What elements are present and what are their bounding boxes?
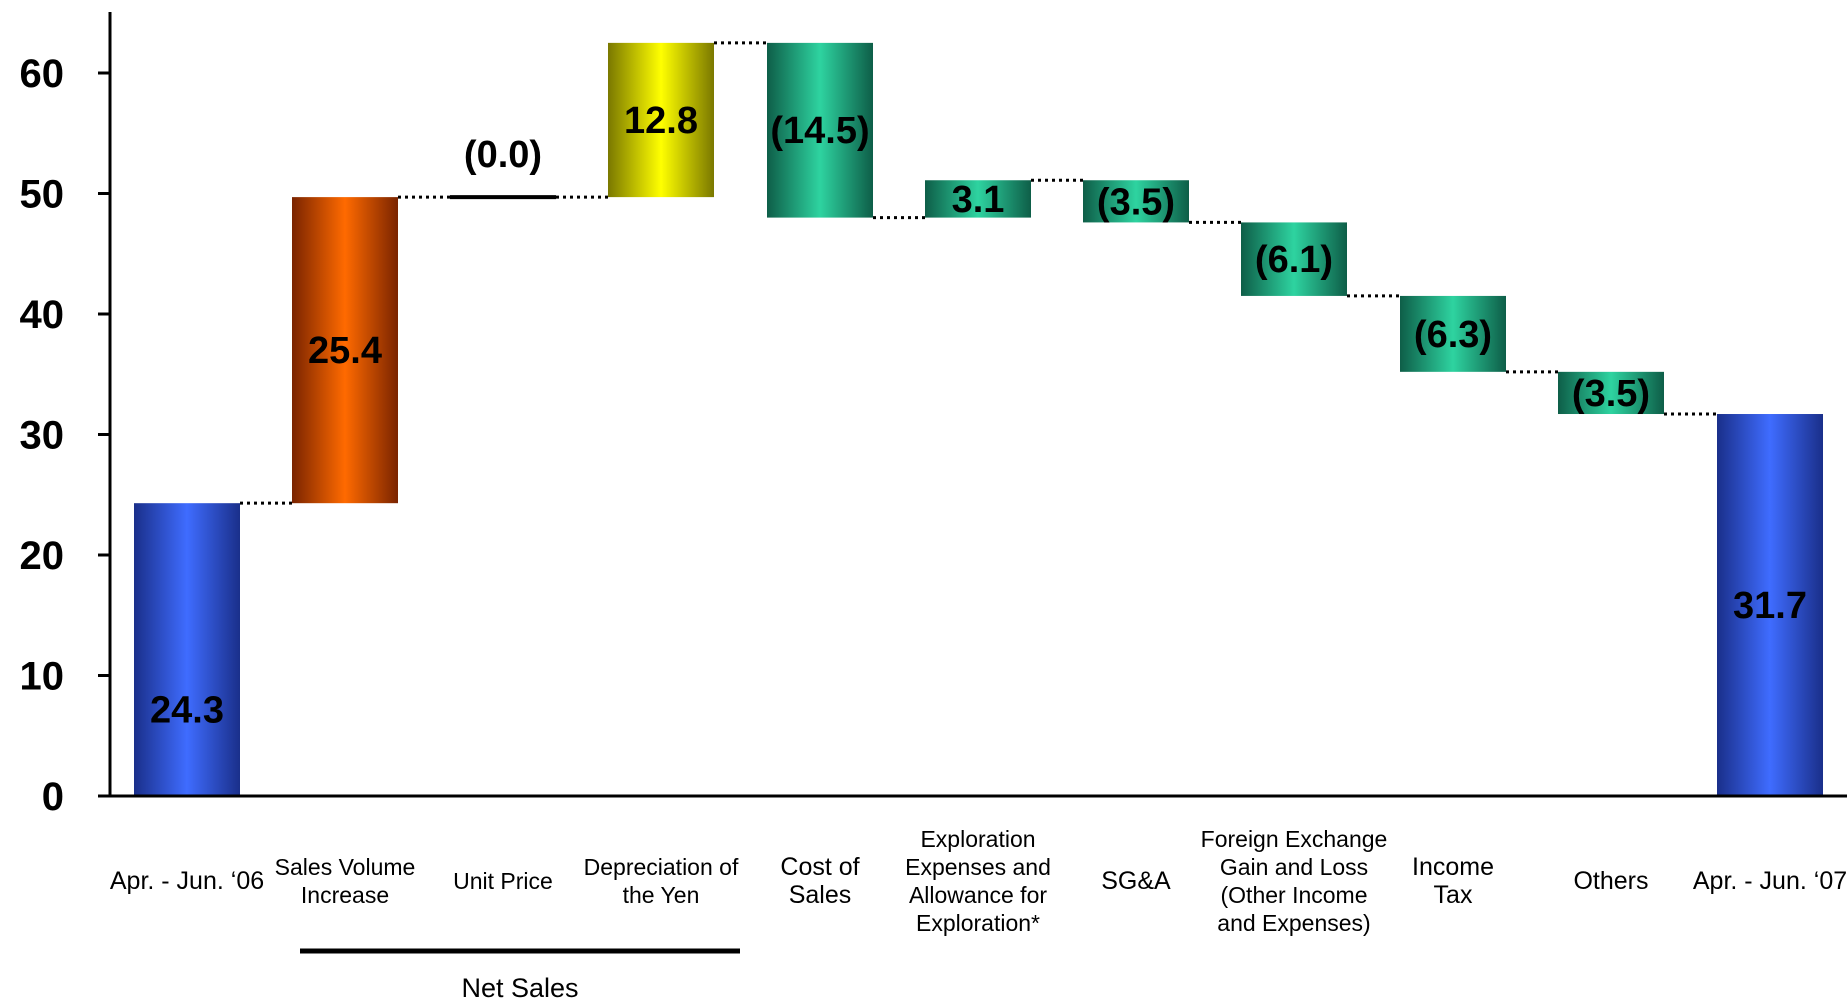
data-label-7: (6.1) [1255, 239, 1333, 281]
y-tick-label: 60 [20, 52, 65, 96]
category-label-7-line-0: Foreign Exchange [1201, 826, 1388, 852]
bar-9 [1558, 371, 1664, 415]
y-tick-label: 50 [20, 173, 65, 217]
data-label-4: (14.5) [770, 110, 869, 152]
category-label-4-line-1: Sales [789, 881, 852, 909]
category-label-4-line-0: Cost of [780, 853, 859, 881]
bar-4 [767, 42, 873, 218]
data-labels: 24.3 25.4 (0.0) 12.8 (14.5) 3.1 (3.5) (6.1) (6.3… [150, 100, 1807, 732]
bar-8 [1400, 295, 1506, 372]
bar-0 [134, 503, 240, 796]
data-label-9: (3.5) [1572, 373, 1650, 415]
group-label: Net Sales [461, 973, 578, 1000]
y-tick-label: 20 [20, 534, 65, 578]
category-label-6-line-0: SG&A [1101, 867, 1171, 895]
y-tick-label: 40 [20, 293, 65, 337]
bar-1 [292, 197, 398, 504]
category-label-9-line-0: Others [1573, 867, 1648, 895]
data-label-3: 12.8 [624, 100, 698, 142]
category-label-5-line-3: Exploration* [916, 910, 1040, 936]
category-label-3-line-0: Depreciation of [584, 854, 739, 880]
category-label-5-line-1: Expenses and [905, 854, 1051, 880]
category-label-7-line-2: (Other Income [1221, 882, 1368, 908]
data-label-6: (3.5) [1097, 181, 1175, 223]
category-label-0-line-0: Apr. - Jun. ‘06 [110, 867, 264, 895]
category-label-1-line-0: Sales Volume [275, 854, 416, 880]
category-label-1-line-1: Increase [301, 882, 389, 908]
bar-6 [1083, 180, 1189, 223]
category-label-2-line-0: Unit Price [453, 868, 553, 894]
data-label-0: 24.3 [150, 690, 224, 732]
category-label-5-line-2: Allowance for [909, 882, 1047, 908]
category-label-8-line-0: Income [1412, 853, 1494, 881]
bar-10 [1717, 414, 1823, 796]
bar-3 [608, 42, 714, 198]
category-label-3-line-1: the Yen [623, 882, 700, 908]
y-ticks: 0 10 20 30 40 50 60 [20, 52, 110, 819]
y-tick-label: 0 [42, 775, 64, 819]
data-label-1: 25.4 [308, 330, 382, 372]
bar-5 [925, 180, 1031, 218]
category-label-8-line-1: Tax [1434, 881, 1473, 909]
category-label-7-line-1: Gain and Loss [1220, 854, 1368, 880]
axes [98, 12, 1847, 798]
category-label-5-line-0: Exploration [920, 826, 1035, 852]
data-label-5: 3.1 [952, 179, 1005, 221]
data-label-10: 31.7 [1733, 585, 1807, 627]
bar-7 [1241, 222, 1347, 296]
connector-lines [240, 41, 1717, 505]
data-label-8: (6.3) [1414, 314, 1492, 356]
y-tick-label: 10 [20, 655, 65, 699]
group-annotation: Net Sales [300, 948, 740, 1000]
y-tick-label: 30 [20, 414, 65, 458]
category-label-10-line-0: Apr. - Jun. ‘07 [1693, 867, 1847, 895]
data-label-2: (0.0) [464, 134, 542, 176]
bars [134, 42, 1823, 796]
category-label-7-line-3: and Expenses) [1217, 910, 1370, 936]
